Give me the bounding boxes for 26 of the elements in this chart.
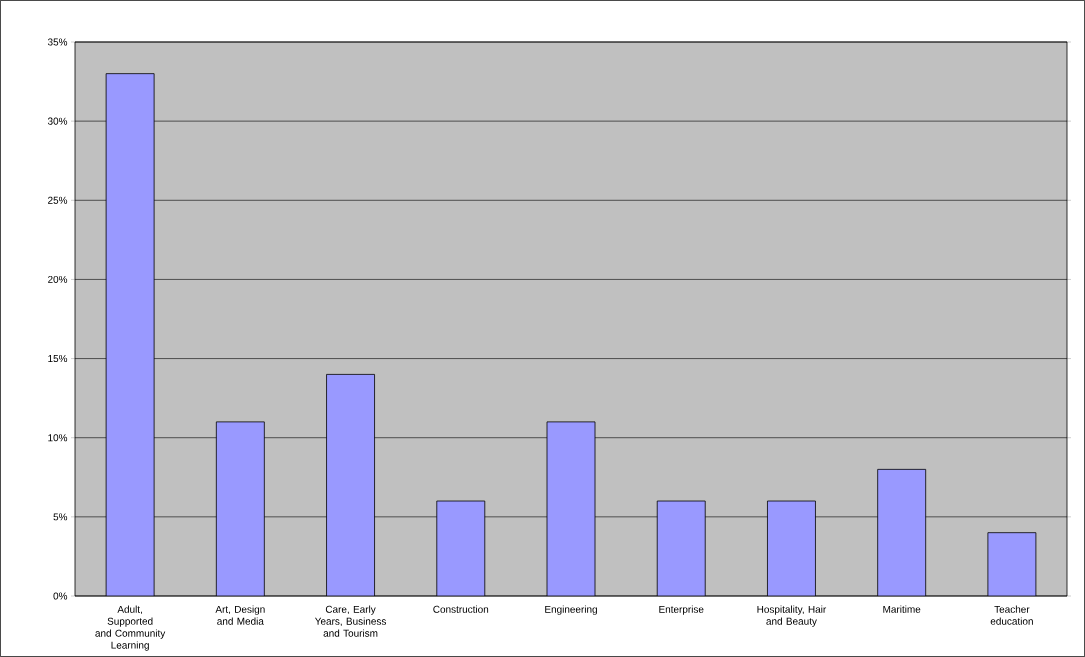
bar: [546, 421, 596, 596]
y-tick-label: 10%: [48, 434, 68, 442]
x-tick-label: Enterprise: [659, 605, 704, 615]
bar: [767, 500, 816, 596]
bar: [656, 500, 706, 596]
y-tick-label: 30%: [47, 117, 68, 125]
bar: [987, 532, 1037, 596]
y-tick-label: 35%: [47, 38, 68, 46]
x-tick-label: Engineering: [545, 605, 597, 615]
x-tick-label: Maritime: [883, 605, 921, 613]
y-tick-label: 5%: [53, 513, 68, 521]
x-tick-label: Adult, Supported and Community Learning: [95, 605, 166, 651]
y-tick-label: 20%: [48, 275, 68, 283]
y-tick-label: 0%: [53, 592, 68, 600]
y-tick-label: 25%: [48, 196, 68, 204]
bar: [436, 500, 486, 596]
x-tick-label: Care, Early Years, Business and Tourism: [314, 605, 386, 637]
x-tick-label: Hospitality, Hair and Beauty: [757, 605, 827, 627]
bar: [215, 421, 265, 596]
bar: [326, 374, 375, 596]
y-tick-label: 15%: [48, 355, 68, 363]
bar: [877, 468, 927, 596]
x-tick-label: Construction: [433, 605, 489, 613]
bar: [105, 73, 155, 596]
x-tick-label: Art, Design and Media: [215, 605, 265, 625]
x-tick-label: Teacher education: [990, 605, 1033, 625]
